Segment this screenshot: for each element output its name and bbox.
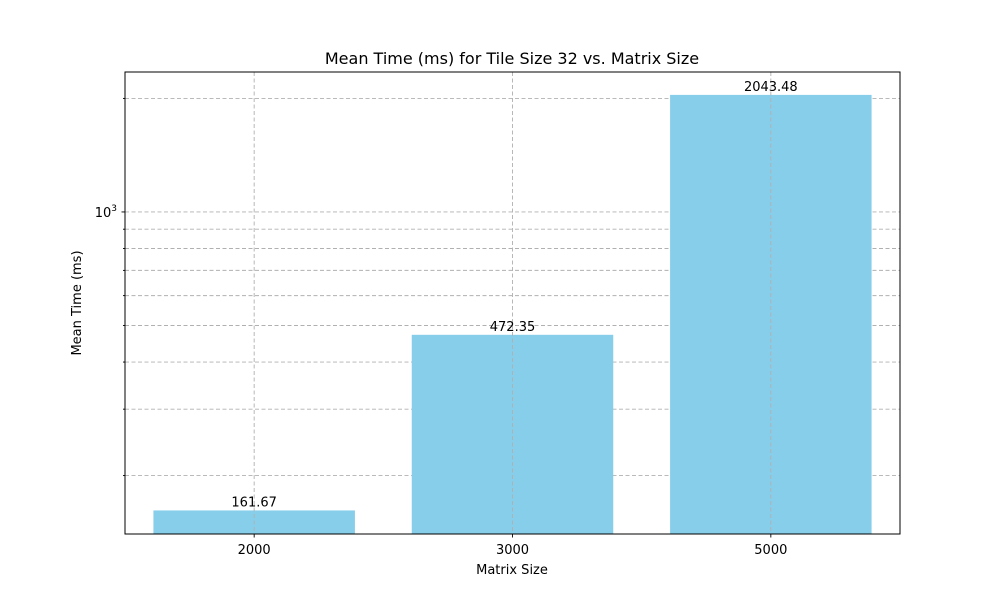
x-grid-layer <box>253 72 772 534</box>
data-label-3000: 472.35 <box>490 320 536 335</box>
x-tick-label: 3000 <box>496 543 529 558</box>
chart-title: Mean Time (ms) for Tile Size 32 vs. Matr… <box>325 49 699 68</box>
x-axis-label: Matrix Size <box>476 563 548 578</box>
y-axis-label: Mean Time (ms) <box>70 250 85 355</box>
x-tick-label: 2000 <box>238 543 271 558</box>
data-label-layer: 161.67 472.35 2043.48 <box>231 80 797 511</box>
plot-frame <box>124 71 901 535</box>
y-tick-label: 103 <box>95 204 117 221</box>
data-label-2000: 161.67 <box>231 495 277 510</box>
data-label-5000: 2043.48 <box>744 80 798 95</box>
x-tick-label: 5000 <box>754 543 787 558</box>
tick-layer: 103 2000 3000 5000 <box>95 97 787 558</box>
